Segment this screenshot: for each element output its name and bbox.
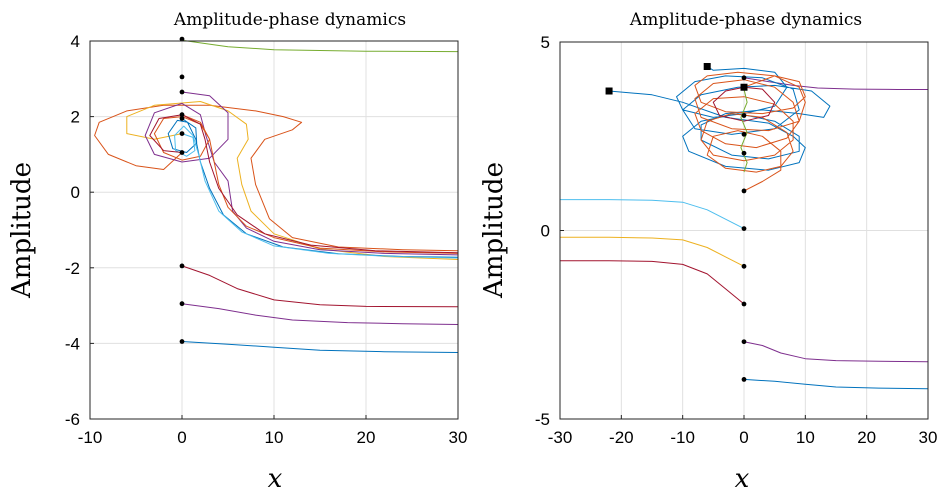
- left-y-tick-label: -4: [65, 334, 80, 353]
- left-start-point-5: [179, 131, 185, 137]
- left-y-tick-label: 0: [71, 183, 80, 202]
- right-y-tick-label: 0: [541, 222, 550, 241]
- left-series-line-3: [181, 341, 459, 353]
- right-series-line-5: [743, 77, 928, 90]
- right-curves: [560, 66, 929, 390]
- left-plot-panel: -10 0 10 20 30 -6 -4 -2 0 2 4 Amplitude-phase dyna…: [7, 10, 467, 494]
- right-x-tick-label: 30: [919, 428, 938, 447]
- left-x-tick-label: 0: [177, 428, 186, 447]
- right-series-line-4: [743, 378, 929, 390]
- left-start-point-2: [179, 89, 185, 95]
- left-start-point-4: [179, 116, 185, 121]
- right-start-point-4: [741, 188, 747, 194]
- left-ticks: -10 0 10 20 30 -6 -4 -2 0 2 4: [65, 32, 468, 447]
- left-grid: [89, 40, 459, 420]
- right-plot-title: Amplitude-phase dynamics: [629, 10, 862, 30]
- right-x-tick-label: -10: [670, 428, 695, 447]
- left-y-tick-label: -2: [65, 259, 80, 278]
- left-x-tick-label: 30: [449, 428, 468, 447]
- left-x-tick-label: -10: [78, 428, 103, 447]
- right-start-point-7: [741, 301, 747, 307]
- right-start-point-0: [741, 75, 747, 81]
- left-y-tick-label: 4: [71, 32, 80, 51]
- right-ticks: -30 -20 -10 0 10 20 30 -5 0 5: [535, 33, 938, 447]
- right-end-marker-2: [740, 83, 748, 91]
- left-start-point-1: [179, 74, 185, 80]
- right-series-line-0: [560, 199, 745, 230]
- left-series-line-8: [167, 118, 459, 258]
- left-start-point-8: [179, 301, 185, 307]
- left-start-point-7: [179, 263, 185, 269]
- left-series-line-10: [149, 114, 459, 254]
- right-markers: [605, 63, 748, 382]
- left-y-tick-label: -6: [65, 410, 80, 429]
- right-start-point-2: [741, 131, 747, 137]
- left-curves: [94, 39, 459, 353]
- right-plot-panel: -30 -20 -10 0 10 20 30 -5 0 5 Amplitude-phase dyn…: [479, 10, 937, 494]
- right-series-line-9: [740, 88, 748, 173]
- left-start-point-6: [179, 150, 185, 155]
- right-y-axis-label: Amplitude: [479, 162, 509, 299]
- right-x-tick-label: 20: [857, 428, 876, 447]
- left-start-point-0: [179, 36, 185, 42]
- right-start-point-5: [741, 226, 747, 232]
- right-series-line-3: [743, 341, 929, 363]
- left-start-point-9: [179, 339, 185, 344]
- right-start-point-1: [741, 113, 747, 118]
- right-end-marker-0: [605, 87, 613, 95]
- right-series-line-1: [560, 236, 745, 267]
- right-start-point-3: [741, 150, 747, 156]
- right-series-line-6: [609, 66, 831, 171]
- left-series-line-6: [144, 91, 459, 256]
- right-series-line-8: [712, 86, 776, 122]
- left-markers: [179, 36, 185, 344]
- right-start-point-8: [741, 339, 747, 345]
- left-series-line-7: [153, 114, 459, 254]
- left-x-axis-label: x: [268, 464, 283, 494]
- left-start-point-3: [179, 112, 185, 118]
- right-start-point-6: [741, 263, 747, 269]
- right-series-line-7: [694, 71, 806, 192]
- right-x-tick-label: -30: [548, 428, 573, 447]
- left-series-line-0: [181, 39, 459, 53]
- right-x-tick-label: 10: [796, 428, 815, 447]
- left-series-line-2: [181, 303, 459, 325]
- left-series-line-4: [94, 104, 459, 252]
- right-x-axis-label: x: [735, 464, 750, 494]
- right-y-tick-label: -5: [535, 410, 550, 429]
- right-start-point-9: [741, 377, 747, 382]
- left-plot-title: Amplitude-phase dynamics: [173, 10, 406, 30]
- left-x-tick-label: 10: [265, 428, 284, 447]
- left-x-tick-label: 20: [357, 428, 376, 447]
- left-y-axis-label: Amplitude: [7, 162, 37, 299]
- left-series-line-1: [181, 265, 459, 308]
- right-end-marker-1: [703, 63, 711, 71]
- right-x-tick-label: 0: [739, 428, 748, 447]
- right-x-tick-label: -20: [609, 428, 634, 447]
- left-series-line-9: [174, 125, 459, 259]
- left-series-line-5: [126, 101, 459, 260]
- right-series-line-2: [560, 260, 745, 305]
- left-y-tick-label: 2: [71, 108, 80, 127]
- right-y-tick-label: 5: [541, 33, 550, 52]
